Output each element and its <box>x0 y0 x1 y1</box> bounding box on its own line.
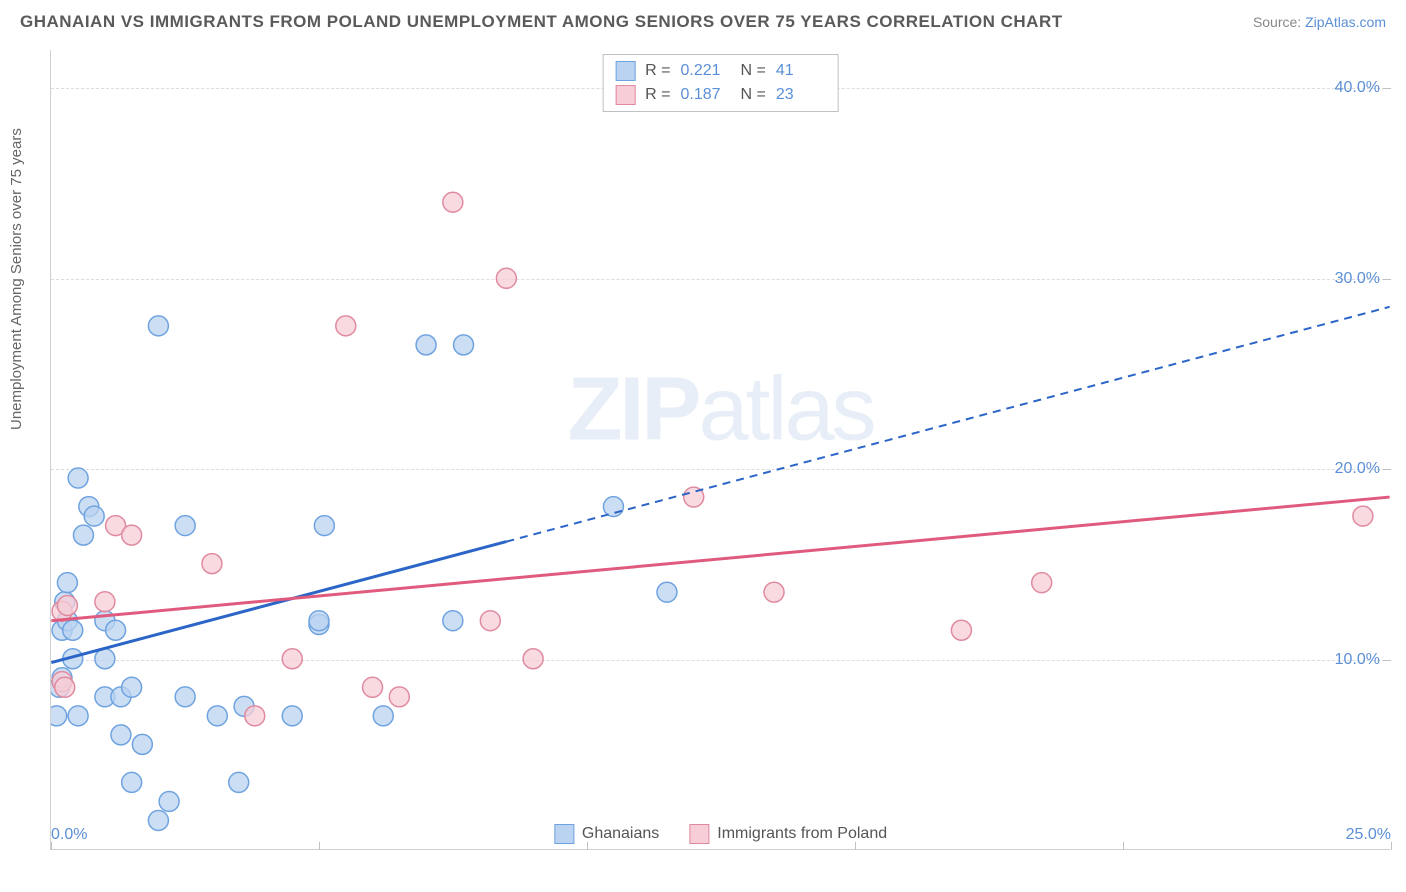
data-point <box>159 791 179 811</box>
r-label: R = <box>645 62 670 80</box>
legend-swatch-ghanaians <box>615 61 635 81</box>
data-point <box>603 497 623 517</box>
legend-swatch-poland-2 <box>689 824 709 844</box>
data-point <box>122 677 142 697</box>
data-point <box>282 706 302 726</box>
data-point <box>496 268 516 288</box>
y-tick-label: 30.0% <box>1335 270 1380 288</box>
data-point <box>111 725 131 745</box>
r-label-2: R = <box>645 86 670 104</box>
data-point <box>148 316 168 336</box>
legend-swatch-poland <box>615 85 635 105</box>
y-tick-label: 40.0% <box>1335 79 1380 97</box>
data-point <box>523 649 543 669</box>
legend-swatch-ghanaians-2 <box>554 824 574 844</box>
chart-header: GHANAIAN VS IMMIGRANTS FROM POLAND UNEMP… <box>0 0 1406 40</box>
data-point <box>764 582 784 602</box>
legend-label-ghanaians: Ghanaians <box>582 825 659 843</box>
source-link[interactable]: ZipAtlas.com <box>1305 14 1386 30</box>
data-point <box>207 706 227 726</box>
n-label-2: N = <box>741 86 766 104</box>
chart-plot-area: ZIPatlas R = 0.221 N = 41 R = 0.187 N = … <box>50 50 1390 850</box>
data-point <box>245 706 265 726</box>
data-point <box>148 810 168 830</box>
trend-line-dashed <box>506 307 1389 542</box>
data-point <box>84 506 104 526</box>
data-point <box>95 649 115 669</box>
legend-item-ghanaians: Ghanaians <box>554 824 659 844</box>
n-value-ghanaians: 41 <box>776 62 826 80</box>
data-point <box>657 582 677 602</box>
r-value-poland: 0.187 <box>681 86 731 104</box>
data-point <box>175 687 195 707</box>
legend-label-poland: Immigrants from Poland <box>717 825 887 843</box>
data-point <box>63 620 83 640</box>
data-point <box>57 573 77 593</box>
data-point <box>416 335 436 355</box>
trend-line-solid <box>51 497 1389 621</box>
legend-row-poland: R = 0.187 N = 23 <box>615 83 826 107</box>
data-point <box>336 316 356 336</box>
correlation-legend: R = 0.221 N = 41 R = 0.187 N = 23 <box>602 54 839 112</box>
data-point <box>389 687 409 707</box>
data-point <box>68 468 88 488</box>
x-tick-label: 0.0% <box>51 826 87 844</box>
data-point <box>229 772 249 792</box>
data-point <box>175 516 195 536</box>
chart-title: GHANAIAN VS IMMIGRANTS FROM POLAND UNEMP… <box>20 12 1063 32</box>
data-point <box>1032 573 1052 593</box>
data-point <box>309 611 329 631</box>
n-label: N = <box>741 62 766 80</box>
data-point <box>202 554 222 574</box>
data-point <box>314 516 334 536</box>
scatter-svg <box>51 50 1390 849</box>
data-point <box>122 525 142 545</box>
data-point <box>51 706 67 726</box>
data-point <box>480 611 500 631</box>
n-value-poland: 23 <box>776 86 826 104</box>
y-tick-label: 20.0% <box>1335 460 1380 478</box>
data-point <box>363 677 383 697</box>
series-legend: Ghanaians Immigrants from Poland <box>554 824 887 844</box>
data-point <box>95 592 115 612</box>
data-point <box>122 772 142 792</box>
data-point <box>55 677 75 697</box>
data-point <box>443 192 463 212</box>
data-point <box>443 611 463 631</box>
data-point <box>951 620 971 640</box>
source-prefix: Source: <box>1253 14 1305 30</box>
r-value-ghanaians: 0.221 <box>681 62 731 80</box>
data-point <box>282 649 302 669</box>
data-point <box>373 706 393 726</box>
source-attribution: Source: ZipAtlas.com <box>1253 14 1386 30</box>
trend-line-solid <box>51 542 506 663</box>
legend-item-poland: Immigrants from Poland <box>689 824 887 844</box>
data-point <box>454 335 474 355</box>
x-tick-label: 25.0% <box>1346 826 1391 844</box>
y-tick-label: 10.0% <box>1335 651 1380 669</box>
legend-row-ghanaians: R = 0.221 N = 41 <box>615 59 826 83</box>
data-point <box>106 620 126 640</box>
data-point <box>73 525 93 545</box>
data-point <box>68 706 88 726</box>
data-point <box>57 596 77 616</box>
data-point <box>1353 506 1373 526</box>
y-axis-label: Unemployment Among Seniors over 75 years <box>8 128 25 430</box>
data-point <box>132 734 152 754</box>
